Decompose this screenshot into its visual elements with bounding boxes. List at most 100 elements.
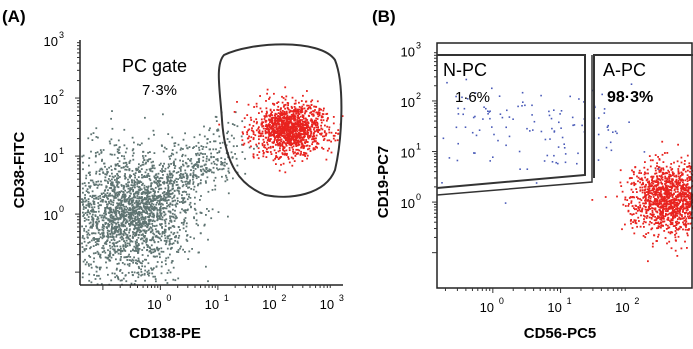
scatter-point	[132, 205, 135, 208]
scatter-point	[99, 195, 102, 197]
scatter-point	[156, 180, 159, 182]
scatter-point	[688, 179, 691, 181]
scatter-point	[125, 227, 128, 230]
scatter-point	[129, 195, 131, 198]
scatter-point	[156, 209, 159, 212]
scatter-point	[266, 139, 269, 142]
scatter-point	[678, 176, 681, 179]
scatter-point	[143, 175, 146, 177]
scatter-point	[167, 186, 170, 189]
scatter-point	[159, 256, 161, 259]
scatter-point	[311, 119, 314, 122]
scatter-point	[687, 212, 689, 215]
scatter-point	[142, 223, 145, 225]
scatter-point	[306, 144, 309, 147]
scatter-point	[109, 233, 112, 236]
scatter-point	[102, 199, 104, 201]
scatter-point	[285, 149, 288, 152]
scatter-point	[292, 138, 295, 141]
scatter-point	[127, 200, 130, 203]
scatter-point	[143, 221, 145, 223]
scatter-point	[92, 260, 95, 263]
scatter-point	[196, 152, 199, 155]
scatter-point	[641, 179, 644, 182]
scatter-point	[195, 175, 198, 178]
scatter-point	[637, 216, 640, 219]
scatter-point	[293, 160, 296, 162]
scatter-point	[90, 150, 92, 153]
scatter-point	[685, 220, 688, 223]
pc-gate-percent: 7·3%	[142, 82, 177, 99]
scatter-point	[87, 198, 90, 200]
scatter-point	[114, 250, 117, 253]
scatter-point	[108, 221, 111, 223]
scatter-point	[302, 117, 305, 120]
scatter-point	[650, 176, 653, 178]
scatter-point	[136, 197, 139, 200]
scatter-point	[285, 143, 287, 146]
scatter-point	[105, 222, 108, 224]
scatter-point	[656, 165, 658, 167]
scatter-point	[202, 168, 205, 171]
scatter-point	[125, 256, 128, 259]
scatter-point	[127, 178, 129, 181]
scatter-point	[118, 217, 120, 220]
scatter-point	[200, 170, 203, 173]
scatter-point	[128, 196, 130, 199]
scatter-point	[147, 219, 150, 221]
scatter-point	[277, 115, 279, 118]
scatter-point	[686, 232, 689, 235]
scatter-point	[206, 142, 209, 145]
scatter-point	[303, 151, 305, 154]
scatter-point	[221, 168, 223, 171]
scatter-point	[227, 170, 230, 173]
scatter-point	[647, 181, 649, 184]
scatter-point	[120, 249, 122, 252]
scatter-point	[209, 141, 212, 143]
scatter-point	[183, 218, 186, 221]
scatter-point	[206, 155, 208, 158]
scatter-point	[211, 189, 214, 191]
scatter-point	[115, 181, 118, 183]
scatter-point	[142, 202, 144, 205]
scatter-point	[186, 193, 188, 196]
scatter-point	[670, 189, 673, 191]
scatter-point	[637, 197, 639, 200]
scatter-point	[169, 176, 171, 179]
scatter-point	[123, 219, 125, 222]
scatter-point	[274, 126, 276, 129]
scatter-point	[120, 201, 123, 204]
scatter-point	[137, 166, 140, 169]
scatter-point	[108, 140, 111, 143]
scatter-point	[690, 203, 692, 205]
scatter-point	[153, 233, 156, 236]
scatter-point	[121, 222, 124, 224]
scatter-point	[152, 190, 155, 192]
x-tick-label: 10	[320, 297, 334, 312]
scatter-point	[677, 195, 680, 198]
scatter-point	[293, 109, 295, 112]
scatter-point	[216, 130, 219, 132]
scatter-point	[280, 107, 282, 110]
scatter-point	[315, 129, 318, 131]
scatter-point	[657, 156, 659, 158]
scatter-point	[308, 126, 311, 129]
scatter-point	[657, 195, 659, 198]
scatter-point	[89, 195, 92, 197]
scatter-point	[676, 220, 679, 223]
scatter-point	[300, 132, 302, 135]
scatter-point	[126, 221, 129, 223]
scatter-point	[131, 201, 134, 204]
scatter-point	[181, 191, 184, 193]
scatter-point	[330, 140, 332, 143]
scatter-point	[225, 144, 228, 147]
scatter-point	[289, 140, 292, 142]
scatter-point	[112, 176, 115, 179]
scatter-point	[128, 263, 131, 265]
scatter-point	[162, 165, 164, 168]
scatter-point	[163, 182, 165, 185]
scatter-point	[266, 92, 268, 95]
scatter-point	[126, 191, 129, 194]
scatter-point	[678, 200, 681, 202]
scatter-point	[141, 176, 143, 179]
